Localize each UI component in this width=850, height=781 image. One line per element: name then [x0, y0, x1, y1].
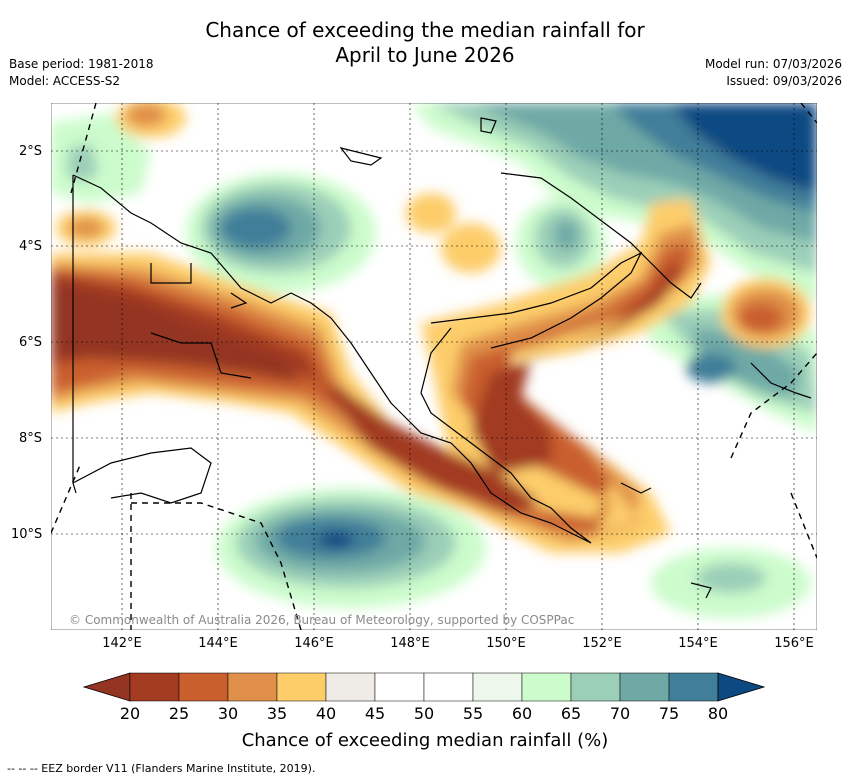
colorbar-cell — [668, 672, 719, 702]
lon-label-150e: 150°E — [486, 636, 526, 651]
lon-label-148e: 148°E — [390, 636, 430, 651]
issued-date: Issued: 09/03/2026 — [726, 74, 842, 88]
colorbar — [82, 672, 766, 702]
colorbar-tick: 50 — [413, 704, 435, 723]
colorbar-tick: 30 — [217, 704, 239, 723]
colorbar-cell — [374, 672, 425, 702]
colorbar-cell — [325, 672, 376, 702]
colorbar-tick: 60 — [511, 704, 533, 723]
coastline — [72, 117, 812, 599]
lon-label-146e: 146°E — [294, 636, 334, 651]
colorbar-over-arrow — [717, 672, 766, 702]
lat-label-2s: 2°S — [19, 144, 43, 159]
colorbar-cell — [521, 672, 572, 702]
lon-label-152e: 152°E — [582, 636, 622, 651]
lat-label-8s: 8°S — [19, 431, 43, 446]
colorbar-tick: 25 — [168, 704, 190, 723]
lat-label-4s: 4°S — [19, 239, 43, 254]
title-line-2: April to June 2026 — [335, 43, 515, 67]
model-run-date: Model run: 07/03/2026 — [704, 57, 842, 71]
lon-label-142e: 142°E — [102, 636, 142, 651]
rainfall-map — [51, 103, 817, 630]
base-period: Base period: 1981-2018 — [9, 57, 154, 71]
colorbar-tick: 80 — [707, 704, 729, 723]
title-line-1: Chance of exceeding the median rainfall … — [205, 18, 645, 42]
model-info: Base period: 1981-2018 Model: ACCESS-S2 — [9, 56, 154, 90]
colorbar-cell — [178, 672, 229, 702]
eez-legend: -- -- -- EEZ border V11 (Flanders Marine… — [7, 762, 316, 775]
colorbar-cell — [619, 672, 670, 702]
model-name: Model: ACCESS-S2 — [9, 74, 121, 88]
colorbar-tick: 75 — [658, 704, 680, 723]
colorbar-tick: 45 — [364, 704, 386, 723]
colorbar-tick: 20 — [119, 704, 141, 723]
lon-label-156e: 156°E — [774, 636, 814, 651]
colorbar-cell — [276, 672, 327, 702]
colorbar-label: Chance of exceeding median rainfall (%) — [241, 730, 609, 751]
copyright-credit: © Commonwealth of Australia 2026, Bureau… — [69, 613, 575, 627]
colorbar-tick: 35 — [266, 704, 288, 723]
colorbar-tick: 40 — [315, 704, 337, 723]
colorbar-tick: 55 — [462, 704, 484, 723]
lat-label-10s: 10°S — [11, 527, 43, 542]
lon-label-144e: 144°E — [198, 636, 238, 651]
rainfall-shading — [51, 103, 817, 618]
colorbar-under-arrow — [82, 672, 131, 702]
run-info: Model run: 07/03/2026 Issued: 09/03/2026 — [705, 56, 842, 90]
colorbar-tick: 70 — [609, 704, 631, 723]
lat-label-6s: 6°S — [19, 335, 43, 350]
eez-border — [51, 103, 817, 630]
colorbar-cell — [129, 672, 180, 702]
colorbar-cell — [472, 672, 523, 702]
colorbar-cell — [227, 672, 278, 702]
colorbar-cell — [570, 672, 621, 702]
lon-label-154e: 154°E — [678, 636, 718, 651]
map-title: Chance of exceeding the median rainfall … — [0, 18, 850, 68]
colorbar-cell — [423, 672, 474, 702]
colorbar-tick: 65 — [560, 704, 582, 723]
